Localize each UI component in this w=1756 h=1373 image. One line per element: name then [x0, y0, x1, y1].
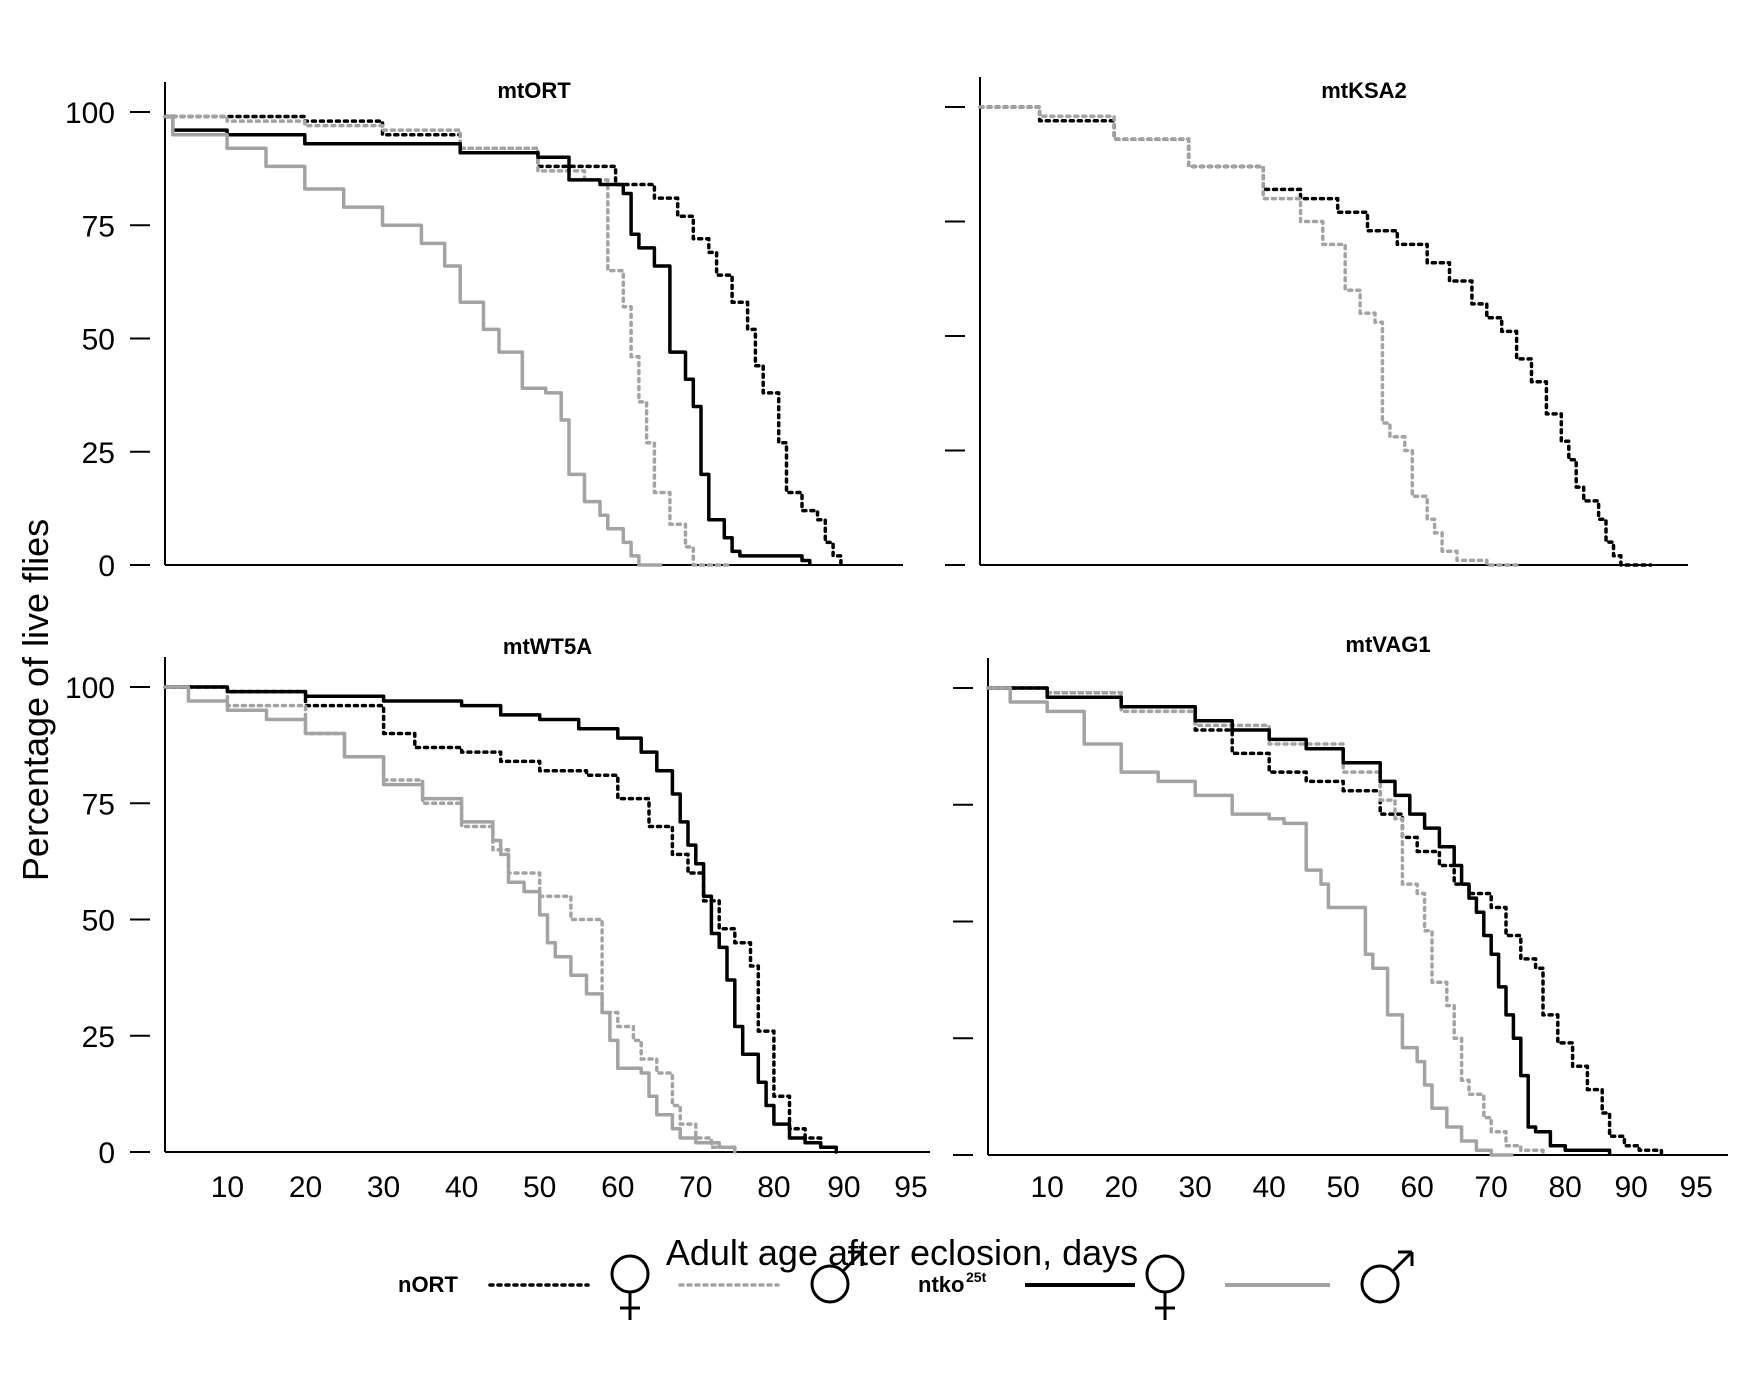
y-tick-label: 25	[82, 1021, 115, 1054]
x-tick-label: 60	[601, 1171, 634, 1204]
x-tick-label: 70	[1475, 1171, 1508, 1204]
x-tick-label: 10	[1031, 1171, 1064, 1204]
x-tick-label: 20	[289, 1171, 322, 1204]
x-axis-label: Adult age after eclosion, days	[666, 1232, 1138, 1273]
x-tick-label: 20	[1105, 1171, 1138, 1204]
y-axis-label: Percentage of live flies	[15, 519, 56, 881]
x-tick-label: 80	[757, 1171, 790, 1204]
x-tick-label: 90	[1615, 1171, 1648, 1204]
x-tick-label: 40	[1253, 1171, 1286, 1204]
y-tick-label: 75	[82, 788, 115, 821]
x-tick-label: 95	[1680, 1171, 1713, 1204]
x-tick-label: 30	[367, 1171, 400, 1204]
panel-title: mtWT5A	[503, 634, 592, 659]
x-tick-label: 80	[1549, 1171, 1582, 1204]
x-tick-label: 40	[445, 1171, 478, 1204]
y-tick-label: 50	[82, 324, 115, 357]
legend-label-superscript: 25t	[966, 1269, 987, 1285]
x-tick-label: 30	[1179, 1171, 1212, 1204]
female-symbol-icon	[610, 1254, 650, 1320]
female-symbol-icon	[1145, 1254, 1185, 1320]
legend-label-ntko: ntko	[918, 1272, 964, 1297]
series-line-ntko25t-female	[988, 686, 1612, 1155]
x-tick-label: 60	[1401, 1171, 1434, 1204]
y-tick-label: 0	[98, 1137, 115, 1170]
y-tick-label: 50	[82, 905, 115, 938]
series-line-nORT-male	[986, 686, 1545, 1157]
panel-title: mtKSA2	[1321, 78, 1407, 103]
x-tick-label: 70	[679, 1171, 712, 1204]
series-line-nORT-male	[163, 114, 734, 567]
y-tick-label: 100	[65, 97, 115, 130]
x-tick-label: 90	[827, 1171, 860, 1204]
panel-title: mtVAG1	[1345, 632, 1430, 657]
y-tick-label: 0	[98, 550, 115, 583]
series-line-nORT-female	[978, 105, 1653, 567]
panel-mtVAG1: mtVAG1 10 20 30 40 50 60 70 80 90 95	[953, 632, 1728, 1204]
male-symbol-icon	[1360, 1250, 1414, 1304]
series-line-ntko25t-male	[988, 686, 1514, 1157]
x-tick-label: 10	[211, 1171, 244, 1204]
legend-label-nort: nORT	[398, 1272, 458, 1297]
panel-mtORT: mtORT 0 25 50 75 100	[65, 78, 903, 583]
series-line-nORT-male	[978, 105, 1519, 567]
series-line-ntko25t-male	[165, 114, 663, 567]
legend: nORT ntko 25t	[398, 1250, 1414, 1320]
series-line-nORT-female	[163, 685, 839, 1154]
y-tick-label: 100	[65, 672, 115, 705]
x-tick-label: 95	[894, 1171, 927, 1204]
series-line-nORT-female	[163, 114, 843, 567]
series-line-ntko25t-female	[165, 114, 812, 565]
x-tick-label: 50	[523, 1171, 556, 1204]
y-tick-label: 25	[82, 437, 115, 470]
panel-mtKSA2: mtKSA2	[945, 77, 1688, 567]
panel-title: mtORT	[497, 78, 571, 103]
series-line-nORT-female	[986, 686, 1664, 1157]
y-tick-label: 75	[82, 210, 115, 243]
panel-mtWT5A: mtWT5A 0 25 50 75 100 10 20 30 40 50 60 70 80 90 95	[65, 634, 930, 1204]
series-line-ntko25t-female	[165, 685, 839, 1152]
chart-panels: mtORT 0 25 50 75 100 mtKSA2 mtWT5A 0 25 50 75 100 10 2…	[65, 77, 1728, 1204]
series-line-ntko25t-male	[165, 685, 737, 1152]
male-symbol-icon	[810, 1250, 864, 1304]
x-tick-label: 50	[1327, 1171, 1360, 1204]
